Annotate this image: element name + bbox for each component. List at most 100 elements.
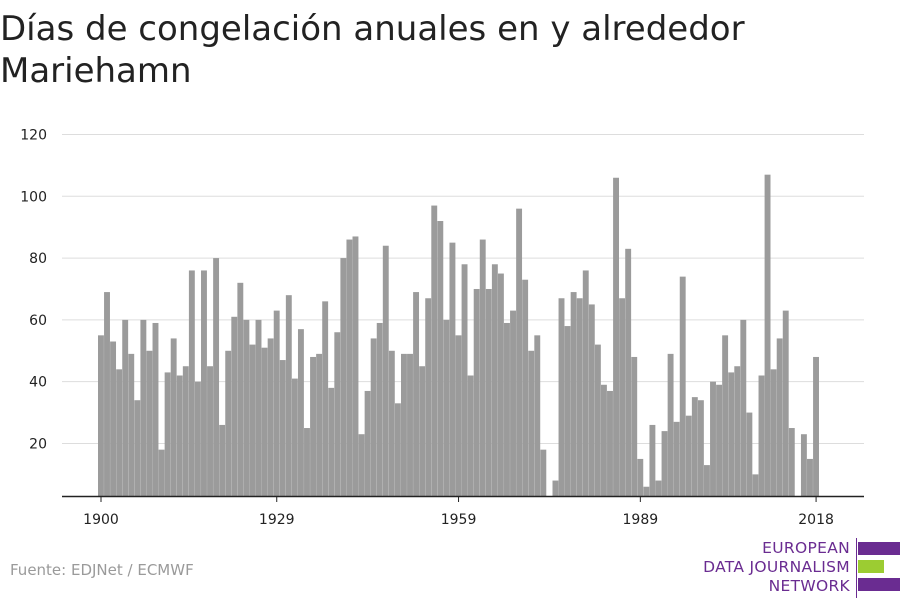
logo-line-3: NETWORK	[768, 577, 850, 595]
bar	[800, 434, 807, 496]
bar	[328, 387, 335, 496]
bar	[207, 366, 213, 496]
bar	[479, 239, 486, 497]
logo-bar-middle	[858, 560, 884, 573]
x-tick-label: 1900	[83, 512, 119, 528]
bar	[401, 353, 407, 496]
bar	[619, 298, 626, 496]
bar	[255, 319, 262, 496]
x-tick-label: 1989	[623, 512, 659, 528]
bar	[164, 372, 171, 496]
bar	[322, 301, 329, 496]
x-tick-label: 1929	[259, 512, 295, 528]
logo-divider	[856, 538, 857, 598]
bar	[558, 298, 565, 496]
bar	[467, 375, 474, 496]
bar	[249, 344, 256, 496]
y-tick-label: 100	[20, 189, 47, 205]
bar	[588, 304, 595, 496]
logo-bar-bottom	[858, 578, 900, 591]
y-axis-ticks: 20 40 60 80 100 120	[20, 128, 47, 453]
bar	[788, 428, 795, 496]
bar	[600, 384, 607, 496]
chart-title: Días de congelación anuales en y alreded…	[0, 9, 745, 91]
bar	[376, 322, 383, 496]
bar	[485, 288, 492, 496]
bar	[673, 421, 680, 496]
bar	[504, 322, 510, 496]
bar	[667, 353, 674, 496]
bar	[431, 205, 438, 497]
bar	[704, 465, 710, 496]
x-axis: 1900 1929 1959 1989 2018	[62, 495, 864, 528]
bar	[140, 319, 147, 496]
bar	[510, 310, 516, 496]
bar	[243, 319, 250, 496]
bar	[455, 335, 462, 496]
bar	[194, 381, 201, 496]
bar	[273, 310, 280, 496]
bar	[201, 270, 207, 496]
bar	[637, 458, 644, 496]
bar	[407, 353, 413, 496]
edjnet-logo: EUROPEAN DATA JOURNALISM NETWORK	[700, 538, 900, 598]
bar	[758, 375, 765, 496]
y-tick-label: 40	[29, 375, 47, 391]
bar	[697, 400, 704, 496]
bar	[98, 335, 104, 496]
bar	[437, 221, 444, 496]
bar	[291, 378, 298, 496]
y-tick-label: 60	[29, 313, 47, 329]
bar	[570, 292, 577, 496]
bar	[170, 338, 177, 496]
bar	[710, 381, 716, 496]
bar	[534, 335, 541, 496]
bar	[594, 344, 601, 496]
bar	[104, 292, 110, 496]
bar	[116, 369, 123, 496]
bar	[576, 298, 583, 496]
bar	[746, 412, 753, 496]
bar	[182, 366, 189, 496]
bar	[491, 264, 498, 496]
bar	[176, 375, 183, 496]
bar	[613, 177, 619, 496]
bar	[516, 208, 523, 496]
bar	[285, 295, 292, 496]
bars	[98, 174, 819, 497]
bar	[564, 326, 571, 496]
bar	[625, 248, 632, 496]
bar	[582, 270, 589, 496]
logo-bar-top	[858, 542, 900, 555]
y-tick-label: 20	[29, 436, 47, 452]
bar	[691, 397, 698, 496]
bar	[261, 347, 268, 496]
bar	[716, 384, 723, 496]
bar	[134, 400, 141, 496]
bar	[316, 353, 323, 496]
bar	[334, 332, 341, 496]
bar	[358, 434, 365, 496]
bar	[528, 350, 535, 496]
bar	[297, 329, 304, 496]
bar	[310, 356, 316, 496]
bar	[473, 288, 480, 496]
logo-line-2: DATA JOURNALISM	[703, 558, 850, 576]
y-tick-label: 80	[29, 251, 47, 267]
bar	[734, 366, 741, 496]
logo-line-1: EUROPEAN	[762, 539, 850, 557]
bar	[461, 264, 468, 496]
bar	[231, 316, 238, 496]
source-note: Fuente: EDJNet / ECMWF	[10, 561, 194, 579]
bar	[685, 415, 692, 496]
bar	[752, 474, 759, 496]
bar	[807, 458, 813, 496]
bar	[394, 403, 401, 496]
y-tick-label: 120	[20, 128, 47, 144]
bar	[497, 273, 504, 496]
x-tick-label: 2018	[798, 512, 834, 528]
bar	[813, 356, 819, 496]
bar	[679, 276, 686, 496]
bar	[370, 338, 377, 496]
bar	[388, 350, 395, 496]
